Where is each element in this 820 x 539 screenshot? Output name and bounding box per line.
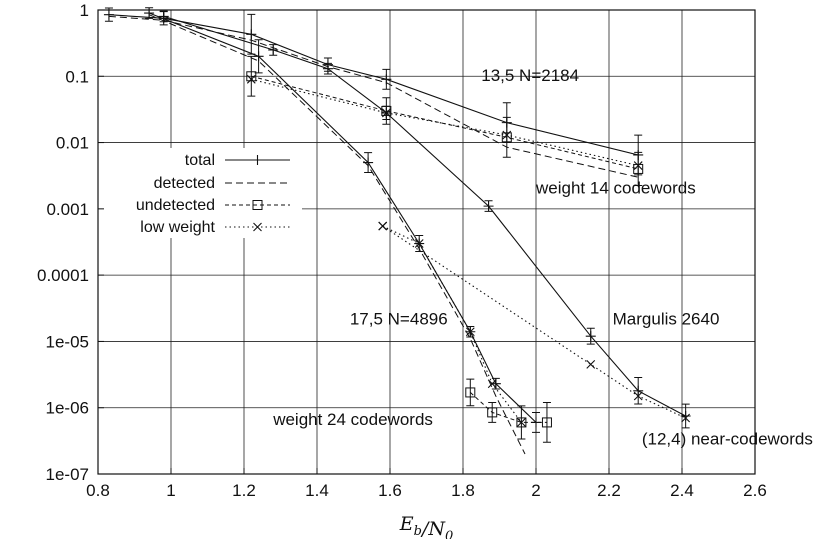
data-point [246,74,256,84]
data-point [501,116,512,158]
data-point [633,151,644,187]
data-point [633,161,643,170]
data-point [483,200,494,212]
legend-label: total [185,152,215,169]
grid [98,10,755,474]
x-tick-label: 1 [166,481,175,500]
legend-entry-total: total [185,152,290,169]
series-lowweight [246,74,643,170]
x-tick-label: 0.8 [86,481,110,500]
data-point [633,377,644,405]
data-point [541,402,552,443]
y-tick-label: 1 [80,1,89,20]
x-tick-label: 2.2 [597,481,621,500]
data-point [502,130,512,140]
x-axis-title: Eb/N0 [399,513,454,539]
x-tick-label: 1.6 [378,481,402,500]
y-tick-label: 1e-05 [46,332,89,351]
legend-entry-detected: detected [154,175,290,192]
data-point [103,7,114,22]
annotation-label: 17,5 N=4896 [350,310,448,329]
x-tick-label: 1.2 [232,481,256,500]
legend-background [99,148,302,238]
series-total [158,10,691,429]
y-tick-label: 1e-06 [46,399,89,418]
data-point [246,55,257,97]
data-point [158,10,169,23]
legend: total detected undetected low weight [99,148,302,238]
x-tick-label: 2 [531,481,540,500]
data-point [381,68,392,90]
annotation-label: weight 24 codewords [272,410,433,429]
series-line [251,75,639,170]
annotation-label: weight 14 codewords [535,179,696,198]
y-tick-label: 0.01 [56,134,89,153]
series-line [148,14,526,455]
data-point [633,391,643,401]
data-point [381,105,392,121]
legend-label: detected [154,175,215,192]
legend-entry-undetected: undetected [136,197,290,214]
data-point [322,62,333,75]
plot-frame [97,9,756,475]
x-tick-label: 1.8 [451,481,475,500]
series-line [251,78,639,167]
data-point [268,44,279,56]
x-tick-label: 1.4 [305,481,329,500]
annotations: 13,5 N=2184 weight 14 codewords 17,5 N=489… [272,66,813,448]
legend-label: undetected [136,197,215,214]
data-point [586,360,596,369]
x-tick-label: 2.6 [743,481,767,500]
annotation-label: (12,4) near-codewords [642,429,813,448]
y-tick-label: 1e-07 [46,465,89,484]
y-tick-label: 0.001 [46,200,89,219]
data-point [681,413,691,423]
data-point [414,239,424,248]
y-tick-label: 0.1 [65,67,89,86]
ticks: 0.8 1 1.2 1.4 1.6 1.8 2 2.2 2.4 2.6 1e-07 1e-06 1e-0… [37,1,767,500]
data-point [246,13,257,55]
data-point [465,378,476,407]
data-point [680,403,691,429]
x-tick-label: 2.4 [670,481,694,500]
data-point [487,401,498,423]
series-detected [148,14,526,455]
data-point [378,221,388,231]
annotation-label: 13,5 N=2184 [481,66,579,85]
y-tick-label: 0.0001 [37,266,89,285]
data-point [585,327,596,345]
legend-label: low weight [140,219,215,236]
series-line [163,15,686,417]
annotation-label: Margulis 2640 [613,310,720,329]
series-layer [103,7,691,455]
data-point [465,327,475,337]
data-point [487,379,497,389]
series-line [469,392,547,423]
legend-entry-lowweight: low weight [140,219,290,236]
data-point [517,418,526,427]
series-lowweight [378,221,691,423]
